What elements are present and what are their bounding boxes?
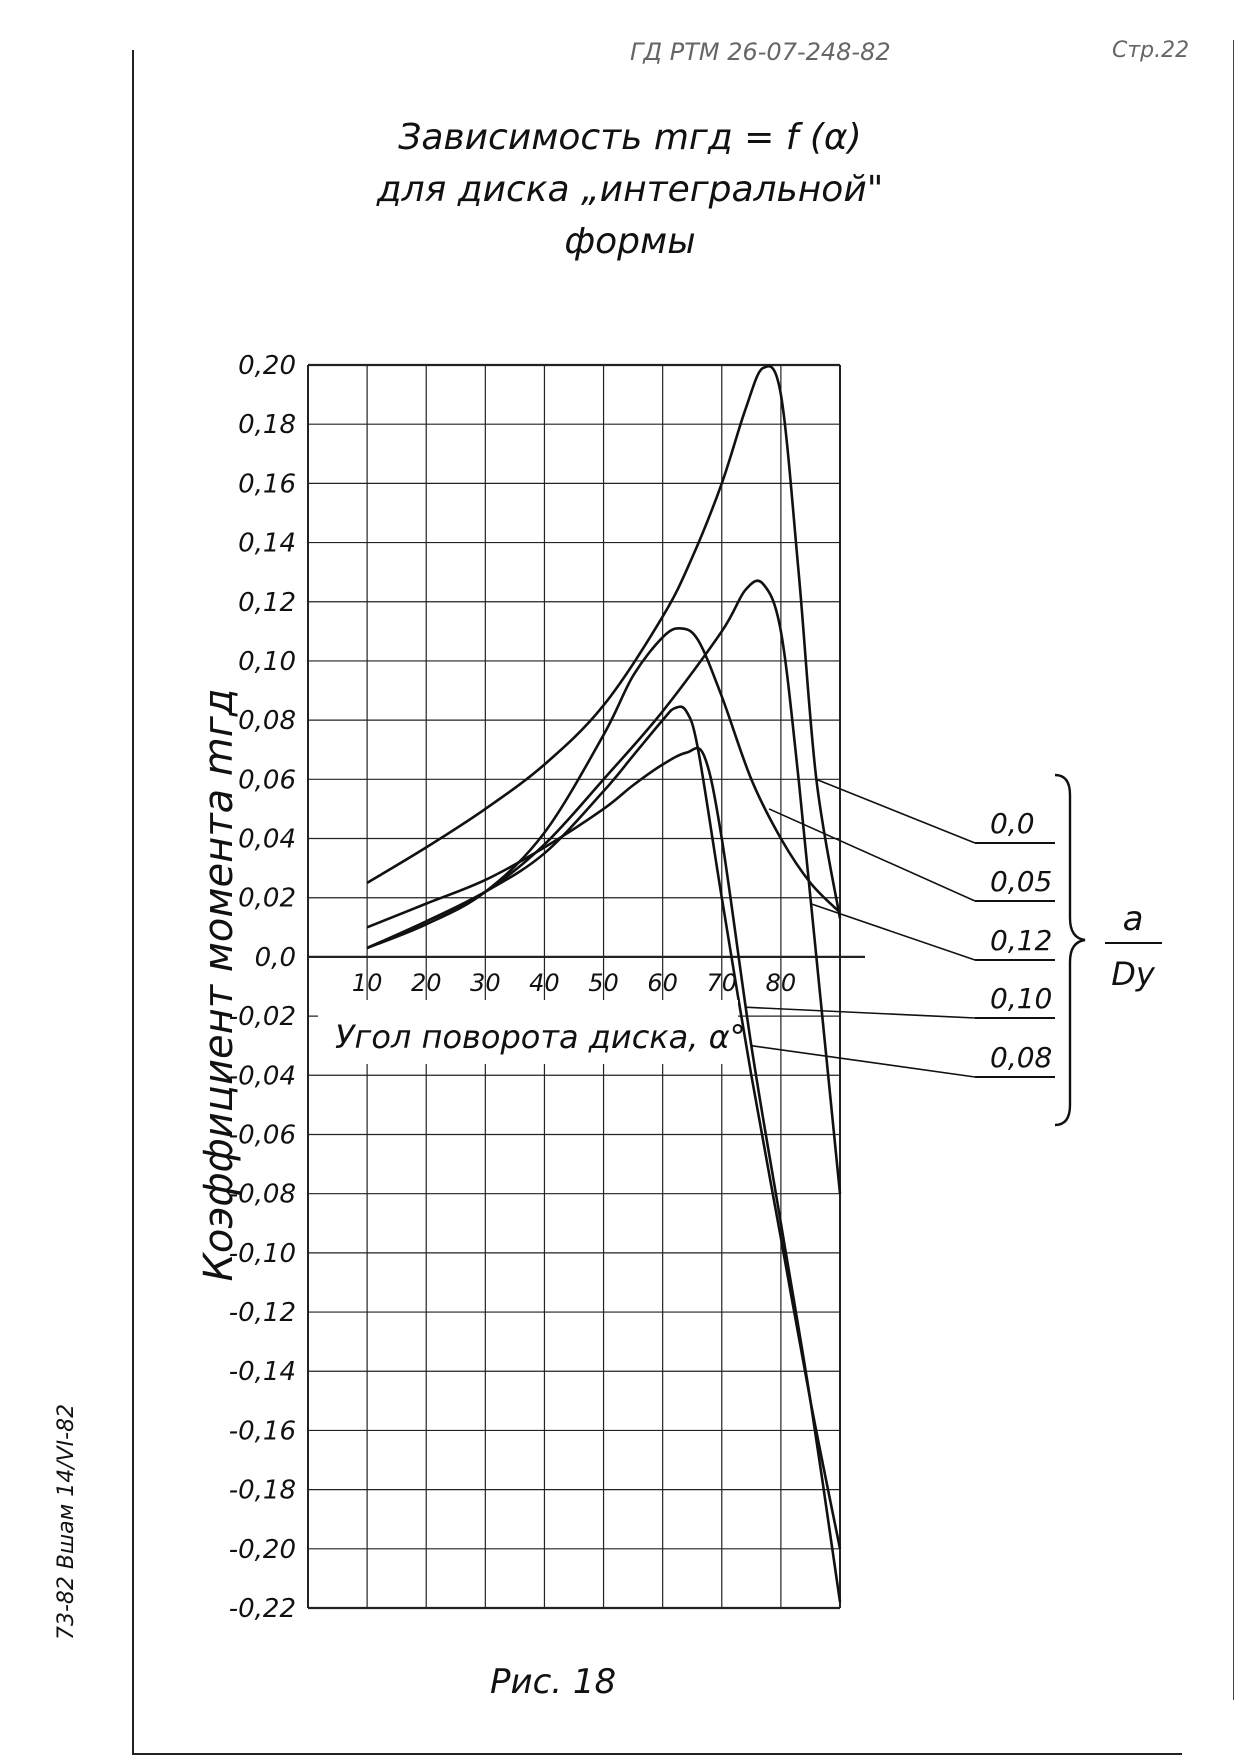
y-tick-label: 0,10 xyxy=(238,647,296,677)
chart-legend: 0,0 0,05 0,12 0,10 0,08 a Dу xyxy=(745,773,1162,1127)
legend-leader-line xyxy=(745,1006,976,1019)
chart-title: Зависимость mгд = f (α) для диска „интег… xyxy=(280,112,980,268)
y-tick-label: -0,12 xyxy=(229,1298,296,1328)
x-tick-label: 10 xyxy=(352,969,383,997)
x-tick-labels: 10 20 30 40 50 60 70 80 xyxy=(352,969,796,997)
y-tick-label: 0,16 xyxy=(238,469,296,499)
y-tick-label: 0,18 xyxy=(238,410,296,440)
y-tick-label: 0,02 xyxy=(238,884,296,914)
y-tick-label: -0,16 xyxy=(229,1416,296,1446)
y-tick-label: -0,22 xyxy=(229,1594,296,1624)
y-tick-label: -0,10 xyxy=(229,1239,296,1269)
y-tick-label: 0,0 xyxy=(255,943,296,973)
series-line xyxy=(366,364,842,919)
x-tick-label: 20 xyxy=(411,969,442,997)
legend-leader-line xyxy=(810,902,976,961)
legend-leader-line xyxy=(816,778,976,844)
legend-title-numerator: a xyxy=(1123,899,1144,939)
y-tick-label: -0,08 xyxy=(229,1180,296,1210)
legend-leader-line xyxy=(768,808,976,902)
y-tick-label: 0,08 xyxy=(238,706,296,736)
y-tick-label: 0,14 xyxy=(238,529,296,559)
page-number: Стр.22 xyxy=(1112,38,1190,63)
x-label-box xyxy=(318,1000,738,1064)
y-tick-label: -0,04 xyxy=(229,1061,296,1091)
title-line-2: для диска „интегральной" xyxy=(376,169,884,210)
figure-caption: Рис. 18 xyxy=(490,1662,617,1702)
legend-leader-line xyxy=(751,1044,976,1078)
y-tick-label: 0,04 xyxy=(238,825,296,855)
x-tick-label: 60 xyxy=(647,969,678,997)
y-tick-label: -0,02 xyxy=(229,1002,296,1032)
legend-title-denominator: Dу xyxy=(1111,955,1156,993)
page-frame-bottom xyxy=(132,1753,1182,1755)
legend-entry: 0,05 xyxy=(990,865,1052,898)
series-line xyxy=(366,746,842,1603)
y-tick-label: -0,20 xyxy=(229,1535,296,1565)
series-line xyxy=(366,627,841,950)
legend-entry: 0,08 xyxy=(990,1041,1052,1074)
y-axis-label: Коэффициент момента mгд xyxy=(196,689,242,1282)
series-line xyxy=(366,705,842,1550)
y-tick-label: 0,20 xyxy=(238,351,296,381)
x-tick-label: 80 xyxy=(766,969,797,997)
page-frame-left xyxy=(132,50,134,1755)
y-tick-label: -0,06 xyxy=(229,1120,296,1150)
x-tick-label: 40 xyxy=(529,969,560,997)
legend-entry: 0,12 xyxy=(990,924,1052,957)
page-frame-right xyxy=(1233,40,1234,1700)
y-tick-label: 0,12 xyxy=(238,588,296,618)
title-line-1: Зависимость mгд = f (α) xyxy=(398,117,862,158)
document-code: ГД РТМ 26-07-248-82 xyxy=(630,38,891,66)
x-axis-label: Угол поворота диска, α° xyxy=(335,1018,746,1056)
y-tick-label: 0,06 xyxy=(238,765,296,795)
legend-entry: 0,0 xyxy=(990,807,1035,840)
legend-brace xyxy=(1054,773,1086,1127)
y-tick-label: -0,18 xyxy=(229,1476,296,1506)
x-tick-label: 30 xyxy=(470,969,501,997)
margin-signature: 73-82 Вшам 14/VI-82 xyxy=(54,1403,79,1640)
legend-entry: 0,10 xyxy=(990,982,1052,1015)
x-tick-label: 70 xyxy=(707,969,738,997)
x-tick-label: 50 xyxy=(588,969,619,997)
title-line-3: формы xyxy=(564,221,696,262)
chart-series xyxy=(366,364,842,1603)
y-tick-labels: 0,20 0,18 0,16 0,14 0,12 0,10 0,08 0,06 0,04 0,02… xyxy=(229,351,296,1624)
y-tick-label: -0,14 xyxy=(229,1357,296,1387)
